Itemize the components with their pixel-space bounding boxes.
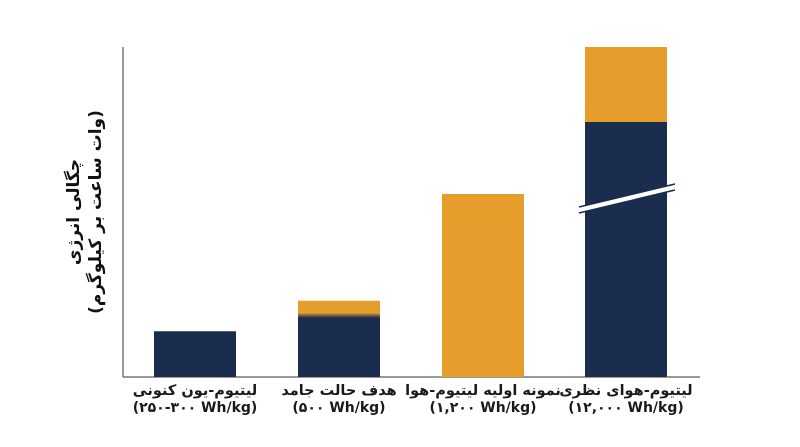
bar-1-segment-1 (298, 300, 380, 312)
bar-group (154, 47, 676, 377)
y-axis-label: چگالی انرژی (وات ساعت بر کیلوگرم) (63, 82, 107, 342)
category-name: لیتیوم-هوای نظری (559, 383, 693, 399)
category-value: (۱۲,۰۰۰ Wh/kg) (568, 400, 684, 417)
axis-break-line-lower (578, 189, 676, 214)
bar-1-segment-0 (298, 311, 380, 377)
axis-break-line-upper (578, 183, 676, 208)
category-value: (۱,۲۰۰ Wh/kg) (429, 400, 537, 417)
bar-2-segment-0 (442, 194, 524, 377)
y-axis-label-line1: چگالی انرژی (63, 158, 84, 266)
category-label-0: لیتیوم-یون کنونی (۲۵۰-۳۰۰ Wh/kg) (110, 382, 280, 418)
category-value: (۲۵۰-۳۰۰ Wh/kg) (132, 400, 258, 417)
bar-3-segment-0 (585, 122, 667, 377)
bar-3-segment-1 (585, 47, 667, 122)
y-axis-label-line2: (وات ساعت بر کیلوگرم) (86, 110, 106, 314)
category-label-2: نمونه اولیه لیتیوم-هوا (۱,۲۰۰ Wh/kg) (398, 382, 568, 418)
category-name: هدف حالت جامد (281, 383, 397, 399)
category-name: لیتیوم-یون کنونی (132, 383, 258, 399)
axis-break-gap (579, 184, 675, 213)
bar-1-blend (298, 308, 380, 318)
category-label-1: هدف حالت جامد (۵۰۰ Wh/kg) (254, 382, 424, 418)
bar-0-segment-0 (154, 331, 236, 377)
category-label-3: لیتیوم-هوای نظری (۱۲,۰۰۰ Wh/kg) (541, 382, 711, 418)
category-value: (۵۰۰ Wh/kg) (292, 400, 386, 417)
category-name: نمونه اولیه لیتیوم-هوا (405, 383, 561, 399)
